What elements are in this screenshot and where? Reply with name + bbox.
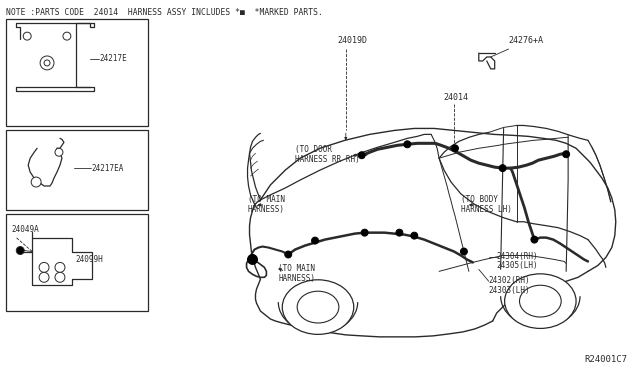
Bar — [6, 131, 148, 210]
Text: (TO BODY: (TO BODY — [461, 195, 498, 204]
Text: 24019D: 24019D — [338, 36, 368, 45]
Circle shape — [55, 148, 63, 156]
Circle shape — [460, 248, 467, 255]
Circle shape — [248, 254, 257, 264]
Ellipse shape — [297, 291, 339, 323]
Circle shape — [55, 262, 65, 272]
Bar — [6, 19, 148, 126]
Ellipse shape — [504, 274, 576, 328]
Text: HARNESS LH): HARNESS LH) — [461, 205, 512, 214]
Circle shape — [358, 152, 365, 159]
Bar — [6, 214, 148, 311]
Circle shape — [285, 251, 292, 258]
Text: HARNESS): HARNESS) — [248, 205, 285, 214]
Text: 24049A: 24049A — [12, 225, 39, 234]
Circle shape — [531, 236, 538, 243]
Text: 24276+A: 24276+A — [509, 36, 543, 45]
Text: HARNESS RR RH): HARNESS RR RH) — [295, 155, 360, 164]
Text: 24302(RH): 24302(RH) — [489, 276, 531, 285]
Text: 24305(LH): 24305(LH) — [497, 262, 538, 270]
Circle shape — [404, 141, 411, 148]
Circle shape — [55, 272, 65, 282]
Text: 24217E: 24217E — [100, 54, 127, 64]
Circle shape — [39, 272, 49, 282]
Circle shape — [31, 177, 41, 187]
Circle shape — [411, 232, 418, 239]
Text: HARNESS): HARNESS) — [278, 274, 316, 283]
Circle shape — [396, 229, 403, 236]
Text: 24014: 24014 — [443, 93, 468, 102]
Circle shape — [563, 151, 570, 158]
Circle shape — [16, 247, 24, 254]
Circle shape — [40, 56, 54, 70]
Ellipse shape — [520, 285, 561, 317]
Text: 24303(LH): 24303(LH) — [489, 286, 531, 295]
Ellipse shape — [282, 280, 354, 334]
Text: (TO MAIN: (TO MAIN — [248, 195, 285, 204]
Text: 24304(RH): 24304(RH) — [497, 251, 538, 260]
Circle shape — [23, 32, 31, 40]
Text: (TO MAIN: (TO MAIN — [278, 264, 316, 273]
Circle shape — [361, 229, 368, 236]
Text: (TO DOOR: (TO DOOR — [295, 145, 332, 154]
Text: R24001C7: R24001C7 — [585, 355, 628, 364]
Text: 24217EA: 24217EA — [92, 164, 124, 173]
Text: 24099H: 24099H — [76, 255, 104, 264]
Circle shape — [63, 32, 71, 40]
Circle shape — [451, 145, 458, 152]
Circle shape — [499, 165, 506, 171]
Text: NOTE :PARTS CODE  24014  HARNESS ASSY INCLUDES *■  *MARKED PARTS.: NOTE :PARTS CODE 24014 HARNESS ASSY INCL… — [6, 8, 323, 17]
Circle shape — [312, 237, 319, 244]
Circle shape — [39, 262, 49, 272]
Circle shape — [44, 60, 50, 66]
